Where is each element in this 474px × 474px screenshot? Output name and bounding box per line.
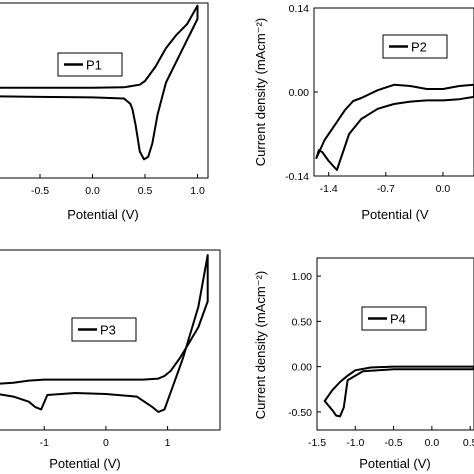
y-tick-label: 0.00 — [289, 87, 310, 99]
x-axis-label: Potential (V — [361, 207, 429, 222]
y-tick-label: 1.00 — [292, 271, 313, 283]
legend-label: P2 — [411, 40, 427, 55]
x-tick-label: -0.7 — [377, 183, 395, 195]
y-tick-label: 0.50 — [292, 316, 313, 328]
y-axis-label: Current density (mAcm⁻²) — [253, 271, 268, 419]
x-tick-label: -1.5 — [308, 437, 326, 449]
x-tick-label: 0.0 — [436, 183, 451, 195]
x-axis-label: Potential (V) — [49, 456, 121, 471]
x-tick-label: 0.0 — [85, 185, 100, 197]
plot-frame — [313, 7, 474, 177]
legend-label: P1 — [86, 58, 102, 73]
x-tick-label: 1.0 — [190, 185, 205, 197]
y-axis-label: Current density (mAcm⁻²) — [253, 18, 268, 166]
legend-box — [382, 34, 448, 59]
y-tick-label: 0.00 — [292, 362, 313, 374]
legend-box — [57, 52, 123, 77]
x-axis-label: Potential (V) — [359, 456, 431, 471]
x-tick-label: -1.4 — [320, 183, 338, 195]
x-tick-label: 0.5 — [463, 437, 474, 449]
series-line — [323, 365, 474, 418]
legend-box — [71, 317, 137, 342]
plot-frame — [0, 2, 209, 179]
x-tick-label: 1 — [165, 437, 171, 449]
y-tick-label: -0.50 — [288, 407, 312, 419]
x-tick-label: 0 — [103, 437, 109, 449]
x-tick-label: -1.0 — [346, 437, 364, 449]
x-tick-label: 0.0 — [425, 437, 440, 449]
legend-label: P3 — [100, 323, 116, 338]
legend-label: P4 — [390, 312, 406, 327]
panel-p4: -1.5 -1.0 -0.5 0.0 0.5 1.00 0.50 0.00 -0.50 Poten… — [253, 257, 474, 471]
x-tick-label: -1 — [40, 437, 49, 449]
series-line — [0, 4, 199, 161]
panel-p3: -1 0 1 Potential (V) P3 — [0, 249, 221, 471]
plot-frame — [316, 257, 474, 431]
panel-p1: -0.5 0.0 0.5 1.0 Potential (V) P1 — [0, 2, 209, 222]
x-tick-label: -0.5 — [385, 437, 403, 449]
legend-box — [361, 306, 427, 331]
y-tick-label: 0.14 — [289, 3, 310, 15]
panel-p2: -1.4 -0.7 0.0 0.14 0.00 -0.14 Potential (V Curr… — [253, 3, 474, 222]
y-tick-label: -0.14 — [285, 171, 309, 183]
series-line — [315, 83, 474, 171]
plot-frame — [0, 249, 221, 431]
series-line — [0, 254, 209, 413]
x-tick-label: -0.5 — [31, 185, 49, 197]
x-axis-label: Potential (V) — [67, 207, 139, 222]
x-tick-label: 0.5 — [138, 185, 153, 197]
